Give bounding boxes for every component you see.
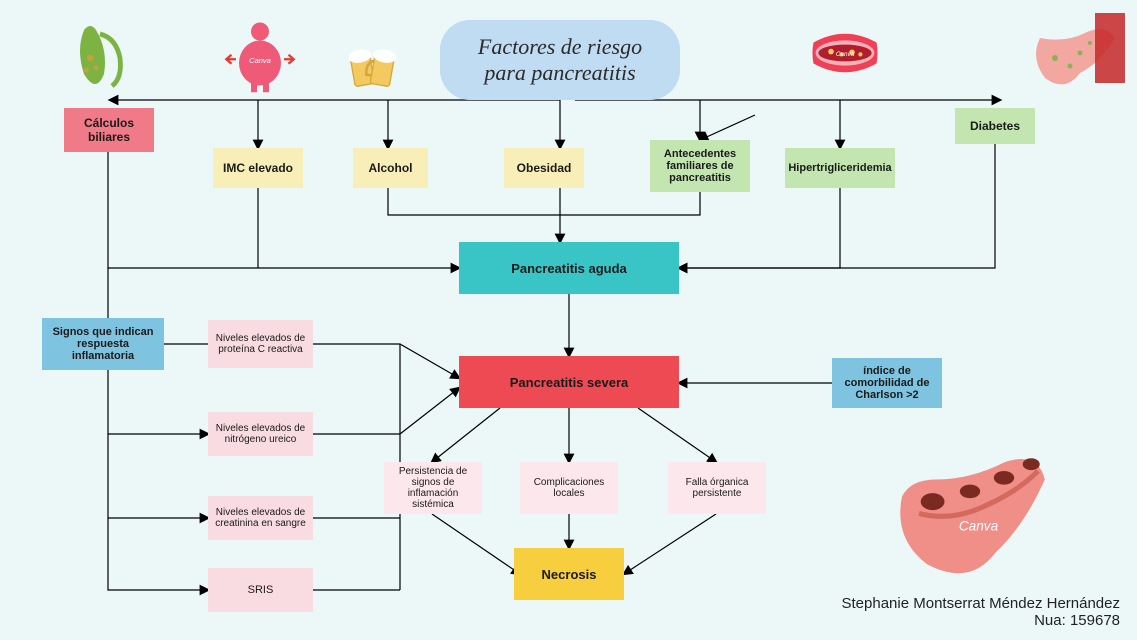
author-id: Nua: 159678 [800, 612, 1120, 629]
svg-text:Canva: Canva [959, 519, 999, 534]
node-charlson: índice de comorbilidad de Charlson >2 [832, 358, 942, 408]
node-proteinac: Niveles elevados de proteína C reactiva [208, 320, 313, 368]
svg-text:Canva: Canva [836, 51, 855, 58]
node-hipertri: Hipertrigliceridemia [785, 148, 895, 188]
node-necrosis: Necrosis [514, 548, 624, 600]
diagram-title: Factores de riesgo para pancreatitis [440, 20, 680, 100]
node-nitrogeno: Niveles elevados de nitrógeno ureico [208, 412, 313, 456]
node-imc: IMC elevado [213, 148, 303, 188]
gallbladder-icon [60, 18, 140, 98]
edge-7 [700, 115, 755, 140]
pancreas-top-icon [1020, 8, 1130, 108]
node-creatinina: Niveles elevados de creatinina en sangre [208, 496, 313, 540]
node-sris: SRIS [208, 568, 313, 612]
node-calculos: Cálculos biliares [64, 108, 154, 152]
node-falla: Falla órganica persistente [668, 462, 766, 514]
pancreas-big-icon: Canva [830, 420, 1110, 590]
edge-10 [560, 192, 700, 215]
edge-31 [624, 514, 716, 574]
node-anteced: Antecedentes familiares de pancreatitis [650, 140, 750, 192]
node-alcohol: Alcohol [353, 148, 428, 188]
node-obesidad: Obesidad [504, 148, 584, 188]
beer-mugs-icon [325, 30, 415, 95]
node-persist: Persistencia de signos de inflamación si… [384, 462, 482, 514]
node-aguda: Pancreatitis aguda [459, 242, 679, 294]
author-credit: Stephanie Montserrat Méndez Hernández Nu… [800, 595, 1120, 629]
edge-20 [313, 344, 459, 378]
author-name: Stephanie Montserrat Méndez Hernández [800, 595, 1120, 612]
edge-9 [388, 188, 560, 215]
edge-21 [313, 388, 459, 434]
node-signos: Signos que indican respuesta inflamatori… [42, 318, 164, 370]
node-diabetes: Diabetes [955, 108, 1035, 144]
edge-29 [432, 514, 520, 574]
edge-19 [108, 518, 208, 590]
edge-18 [108, 434, 208, 518]
title-text: Factores de riesgo para pancreatitis [460, 34, 660, 86]
artery-icon: Canva [770, 18, 920, 88]
node-severa: Pancreatitis severa [459, 356, 679, 408]
svg-text:Canva: Canva [249, 56, 271, 65]
edge-26 [432, 408, 500, 462]
node-complic: Complicaciones locales [520, 462, 618, 514]
edge-13 [679, 188, 840, 268]
edge-28 [638, 408, 716, 462]
obese-person-icon: Canva [215, 18, 305, 93]
